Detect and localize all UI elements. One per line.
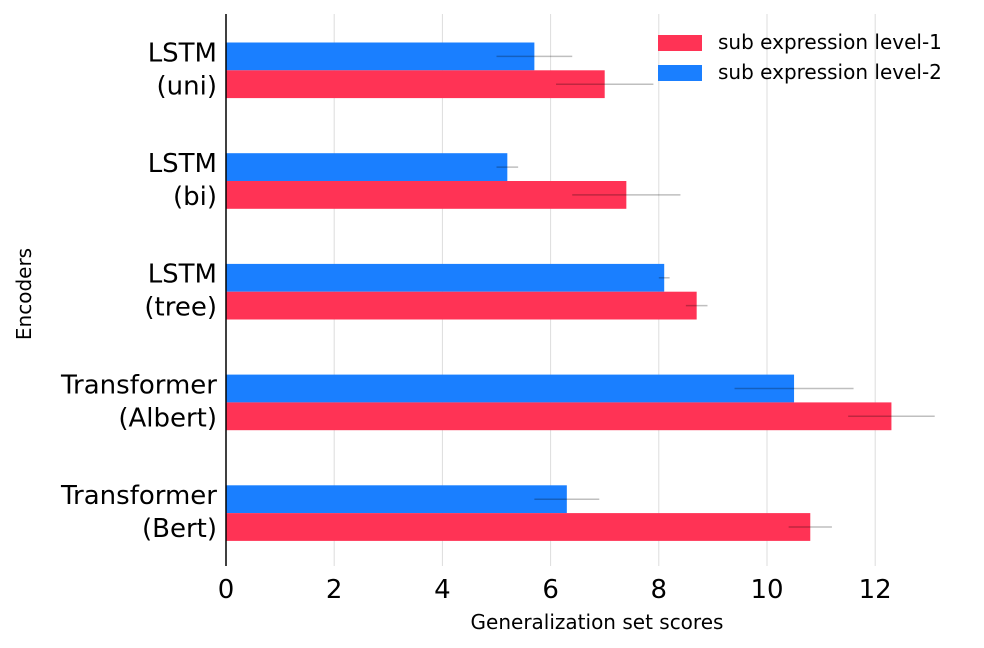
bar bbox=[226, 42, 535, 71]
x-tick-label: 0 bbox=[218, 575, 235, 605]
category-label: LSTM bbox=[148, 260, 217, 290]
category-label: LSTM bbox=[148, 149, 217, 179]
category-label: (tree) bbox=[144, 293, 217, 323]
x-tick-labels: 0 2 4 6 8 10 12 bbox=[218, 575, 892, 605]
category-label: (Albert) bbox=[118, 403, 217, 433]
bar bbox=[226, 291, 697, 320]
category-label: (uni) bbox=[157, 71, 217, 101]
x-axis-title: Generalization set scores bbox=[471, 610, 724, 634]
legend-label: sub expression level-1 bbox=[718, 30, 942, 54]
x-tick-label: 10 bbox=[750, 575, 783, 605]
category-label: Transformer bbox=[60, 370, 217, 400]
category-labels: LSTM(uni)LSTM(bi)LSTM(tree)Transformer(A… bbox=[60, 38, 217, 544]
category-label: LSTM bbox=[148, 38, 217, 68]
bar bbox=[226, 181, 627, 209]
error-bars bbox=[496, 55, 935, 528]
bar bbox=[226, 153, 508, 181]
x-tick-label: 2 bbox=[326, 575, 343, 605]
x-tick-label: 4 bbox=[434, 575, 451, 605]
bar bbox=[226, 374, 795, 403]
category-label: Transformer bbox=[60, 481, 217, 511]
bar bbox=[226, 263, 665, 292]
legend-swatch bbox=[658, 35, 702, 51]
x-tick-label: 12 bbox=[859, 575, 892, 605]
category-label: (bi) bbox=[173, 182, 217, 212]
x-tick-label: 6 bbox=[542, 575, 559, 605]
legend-swatch bbox=[658, 65, 702, 81]
bar bbox=[226, 402, 892, 431]
x-tick-label: 8 bbox=[651, 575, 668, 605]
legend-label: sub expression level-2 bbox=[718, 60, 942, 84]
category-label: (Bert) bbox=[142, 514, 217, 544]
bar bbox=[226, 485, 567, 514]
bars bbox=[226, 42, 892, 541]
bar bbox=[226, 513, 811, 541]
legend: sub expression level-1 sub expression lev… bbox=[658, 30, 942, 84]
bar bbox=[226, 70, 605, 99]
y-axis-title: Encoders bbox=[12, 248, 36, 340]
